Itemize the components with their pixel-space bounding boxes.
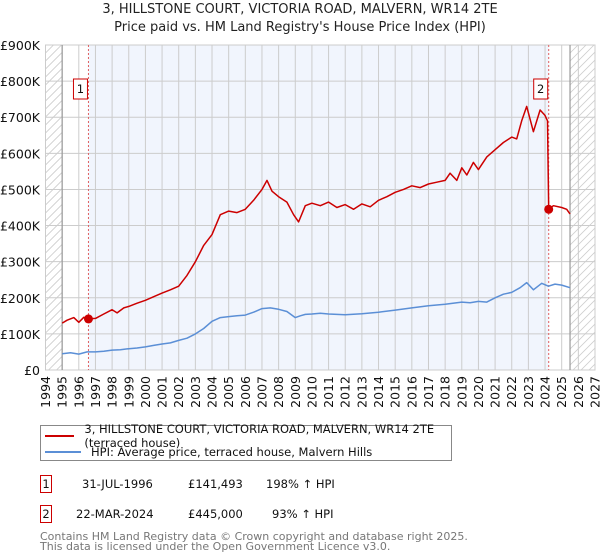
- x-tick-label: 2005: [221, 376, 236, 408]
- hatch-line: [570, 75, 595, 102]
- hatch-line: [45, 307, 63, 326]
- hatch-line: [45, 67, 63, 86]
- x-tick-label: 2021: [488, 376, 503, 408]
- sale-label: 2: [537, 82, 544, 96]
- legend-swatch-red: [45, 435, 75, 437]
- x-tick-label: 2014: [371, 376, 386, 408]
- x-tick-label: 2027: [588, 376, 600, 408]
- hatch-line: [570, 299, 595, 326]
- x-tick-label: 2026: [571, 376, 586, 408]
- y-tick-label: £500K: [0, 182, 41, 197]
- y-tick-label: £0: [24, 363, 40, 378]
- hatch-line: [570, 291, 595, 318]
- x-tick-label: 2018: [438, 376, 453, 408]
- footer-copyright: Contains HM Land Registry data © Crown c…: [40, 530, 468, 543]
- legend-item-property: 3, HILLSTONE COURT, VICTORIA ROAD, MALVE…: [45, 422, 451, 450]
- y-tick-label: £800K: [0, 74, 41, 89]
- sale-marker: 1: [40, 475, 52, 493]
- y-tick-label: £900K: [0, 38, 41, 53]
- plot-border: [45, 44, 596, 371]
- sale-label-box: [533, 78, 549, 100]
- x-tick-label: 1995: [55, 376, 70, 408]
- y-tick-label: £600K: [0, 146, 41, 161]
- y-tick-label: £700K: [0, 110, 41, 125]
- sale-label-box: [72, 78, 88, 100]
- footer-licence: This data is licensed under the Open Gov…: [40, 540, 391, 553]
- sale-hpi: 198% ↑ HPI: [266, 477, 335, 491]
- x-tick-label: 1996: [71, 376, 86, 408]
- x-tick-label: 2023: [521, 376, 536, 408]
- property-price-line: [61, 105, 571, 324]
- sale-price: £141,493: [188, 477, 243, 491]
- x-tick-label: 2024: [538, 376, 553, 408]
- hatch-line: [45, 83, 63, 102]
- sale-date: 22-MAR-2024: [76, 507, 154, 521]
- sale-price: £445,000: [188, 507, 243, 521]
- hatch-line: [570, 83, 595, 110]
- sale-label: 1: [77, 82, 84, 96]
- hatch-line: [570, 203, 595, 230]
- x-tick-label: 2009: [288, 376, 303, 408]
- x-tick-label: 2025: [554, 376, 569, 408]
- sale-hpi: 93% ↑ HPI: [272, 507, 334, 521]
- hatch-line: [570, 187, 595, 214]
- no-data-hatch: [45, 45, 63, 370]
- x-tick-label: 2001: [155, 376, 170, 408]
- x-tick-label: 2010: [304, 376, 319, 408]
- chart-title: 3, HILLSTONE COURT, VICTORIA ROAD, MALVE…: [102, 2, 498, 17]
- legend: 3, HILLSTONE COURT, VICTORIA ROAD, MALVE…: [40, 422, 452, 461]
- legend-swatch-blue: [45, 451, 81, 453]
- y-tick-label: £300K: [0, 255, 41, 270]
- hatch-line: [570, 323, 595, 350]
- x-tick-label: 2000: [138, 376, 153, 408]
- legend-label: HPI: Average price, terraced house, Malv…: [91, 445, 373, 459]
- hpi-line: [62, 281, 571, 355]
- x-tick-label: 2020: [471, 376, 486, 408]
- price-chart: 1994 1995 1996 1997 1998 1999 2000 2001 2002 2003…: [0, 38, 600, 408]
- hatch-line: [570, 307, 595, 334]
- sale-marker: 2: [40, 505, 52, 523]
- legend-label: 3, HILLSTONE COURT, VICTORIA ROAD, MALVE…: [84, 422, 435, 450]
- y-tick-label: £400K: [0, 219, 41, 234]
- hatch-line: [45, 195, 63, 214]
- hatch-line: [45, 299, 63, 318]
- hatch-line: [45, 91, 63, 110]
- hatch-line: [570, 195, 595, 222]
- x-tick-label: 2015: [388, 376, 403, 408]
- sale-date: 31-JUL-1996: [82, 477, 153, 491]
- hatch-line: [570, 91, 595, 118]
- x-tick-label: 2004: [205, 376, 220, 408]
- x-tick-label: 2017: [421, 376, 436, 408]
- x-tick-label: 2019: [454, 376, 469, 408]
- y-tick-label: £200K: [0, 291, 41, 306]
- x-tick-label: 1999: [121, 376, 136, 408]
- sale-point: [83, 314, 93, 324]
- hatch-line: [45, 45, 46, 46]
- x-tick-label: 2016: [404, 376, 419, 408]
- y-tick-label: £100K: [0, 327, 41, 342]
- no-data-hatch: [570, 45, 595, 370]
- x-tick-label: 2003: [188, 376, 203, 408]
- x-tick-label: 2007: [254, 376, 269, 408]
- x-tick-label: 1998: [105, 376, 120, 408]
- sale-period-shade: [88, 45, 549, 370]
- sale-point: [544, 204, 554, 214]
- x-tick-label: 1994: [38, 376, 53, 408]
- x-tick-label: 2013: [354, 376, 369, 408]
- x-tick-label: 2008: [271, 376, 286, 408]
- x-tick-label: 2012: [338, 376, 353, 408]
- x-tick-label: 1997: [88, 376, 103, 408]
- x-tick-label: 2022: [504, 376, 519, 408]
- hatch-line: [45, 203, 63, 222]
- x-tick-label: 2006: [238, 376, 253, 408]
- x-tick-label: 2002: [171, 376, 186, 408]
- x-tick-label: 2011: [321, 376, 336, 408]
- chart-subtitle: Price paid vs. HM Land Registry's House …: [114, 20, 486, 35]
- legend-item-hpi: HPI: Average price, terraced house, Malv…: [45, 444, 372, 460]
